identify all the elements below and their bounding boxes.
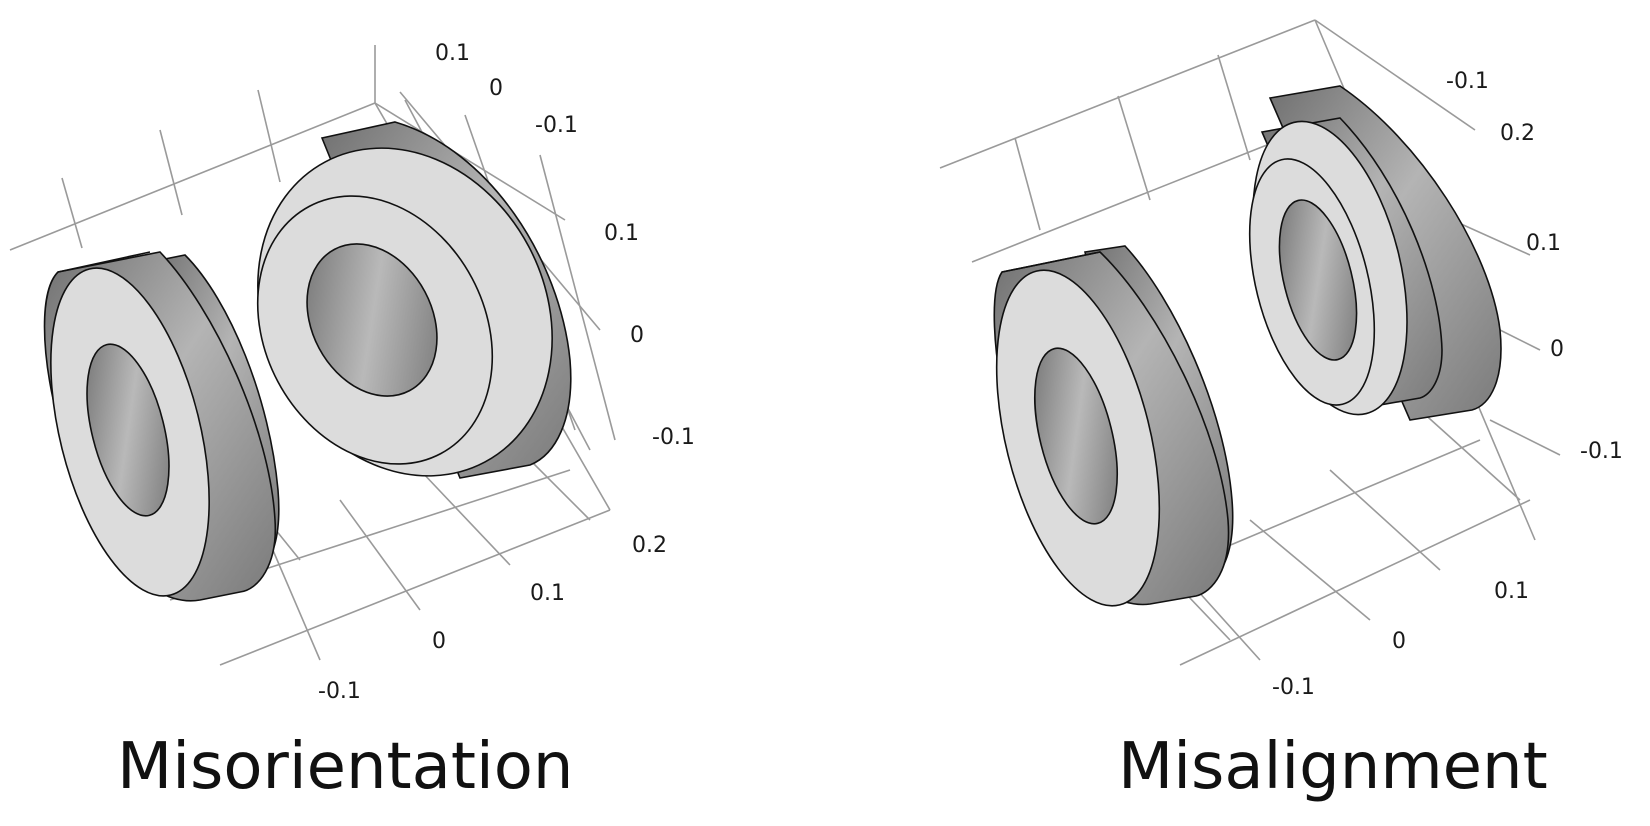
panel-misorientation: 0.1 0 -0.1 0.1 0 -0.1 0.2 0.1 0 -0.1 [9,41,695,704]
tick-rc2: -0.1 [1272,675,1315,700]
tick-c1: 0.1 [530,581,565,606]
tick-rc0: 0.1 [1494,579,1529,604]
ring-right-a [256,121,572,479]
tick-ra1: 0.2 [1500,121,1535,146]
tick-b1: 0 [630,323,644,348]
panel-misalignment: -0.1 0.2 0.1 0 -0.1 0.1 0 -0.1 [939,19,1623,700]
tick-ra4: -0.1 [1580,439,1623,464]
tick-a0: 0.1 [435,41,470,66]
tick-ra2: 0.1 [1526,231,1561,256]
tick-b0: 0.1 [604,221,639,246]
tick-ra3: 0 [1550,337,1564,362]
tick-rc1: 0 [1392,629,1406,654]
tick-a2: -0.1 [535,113,578,138]
tick-c3: -0.1 [318,679,361,704]
tick-b2: -0.1 [652,425,695,450]
ring-right-b [1248,85,1502,421]
ring-left-a [43,251,280,602]
tick-c0: 0.2 [632,533,667,558]
caption-misorientation: Misorientation [117,730,574,804]
tick-a1: 0 [489,76,503,101]
caption-misalignment: Misalignment [1118,730,1548,804]
ring-left-b [993,245,1234,607]
tick-ra0: -0.1 [1446,69,1489,94]
tick-c2: 0 [432,629,446,654]
